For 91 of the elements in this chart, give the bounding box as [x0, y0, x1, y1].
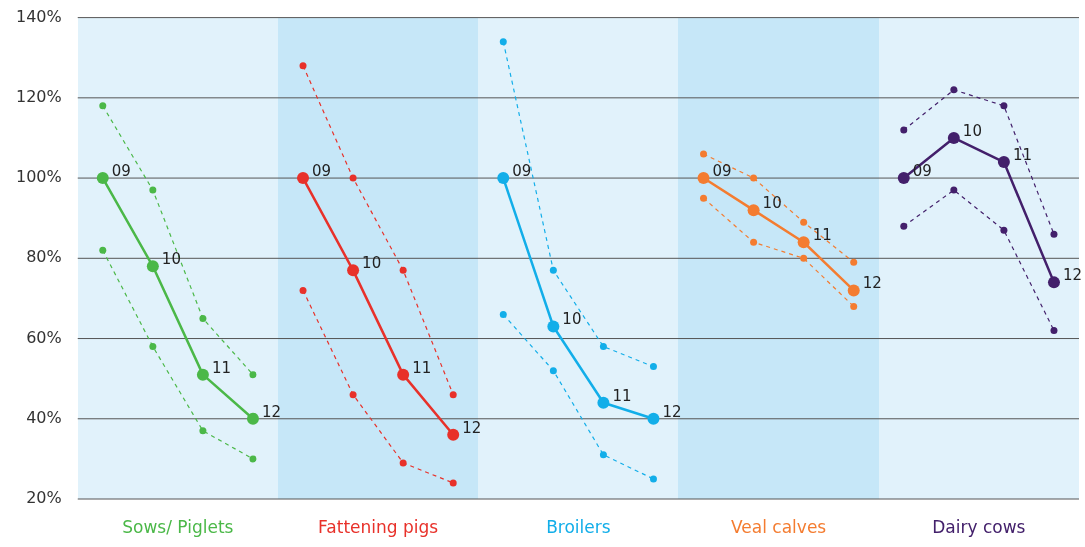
- text: Veal calves: [731, 517, 827, 538]
- point: [349, 391, 357, 399]
- point: [797, 236, 810, 249]
- point: [950, 186, 958, 194]
- point: [549, 266, 557, 274]
- x-tick-label: 12: [261, 402, 282, 421]
- x-tick-label: 10: [962, 121, 982, 140]
- y-tick-label: 120%: [15, 86, 62, 106]
- point: [99, 102, 107, 110]
- x-tick-label: 09: [712, 161, 732, 180]
- text: Fattening pigs: [318, 517, 439, 538]
- point: [700, 150, 708, 158]
- x-tick-label: 11: [812, 226, 832, 245]
- point: [700, 194, 708, 202]
- point: [900, 222, 908, 230]
- point: [647, 412, 660, 425]
- x-tick-label: 12: [1062, 266, 1083, 285]
- x-tick-label: 12: [462, 418, 482, 437]
- point: [850, 258, 858, 266]
- text: Broilers: [546, 517, 611, 538]
- x-tick-label: 11: [612, 386, 632, 405]
- x-tick-label: 10: [562, 310, 582, 329]
- point: [249, 371, 257, 379]
- point: [497, 172, 510, 185]
- point: [1000, 102, 1008, 110]
- point: [399, 266, 407, 274]
- point: [697, 172, 710, 185]
- point: [349, 174, 357, 182]
- point: [149, 343, 157, 351]
- point: [149, 186, 157, 194]
- x-tick-label: 09: [512, 161, 532, 180]
- point: [599, 343, 607, 351]
- point: [297, 172, 310, 185]
- x-tick-label: 09: [111, 161, 131, 180]
- point: [299, 62, 307, 70]
- point: [1050, 327, 1058, 335]
- point: [397, 368, 410, 381]
- point: [399, 459, 407, 467]
- point: [146, 260, 159, 273]
- point: [246, 412, 259, 425]
- x-tick-label: 11: [1012, 145, 1032, 164]
- point: [1000, 226, 1008, 234]
- y-tick-label: 20%: [26, 488, 62, 508]
- x-tick-label: 11: [211, 358, 231, 377]
- point: [897, 172, 910, 185]
- text: Sows/ Piglets: [122, 517, 234, 538]
- y-tick-label: 40%: [26, 407, 62, 427]
- point: [599, 451, 607, 459]
- point: [547, 320, 560, 333]
- point: [800, 254, 808, 262]
- point: [800, 218, 808, 226]
- point: [249, 455, 257, 463]
- y-tick-label: 100%: [15, 167, 62, 187]
- point: [1050, 230, 1058, 238]
- point: [997, 156, 1010, 169]
- point: [449, 479, 457, 487]
- x-tick-label: 10: [762, 194, 782, 213]
- x-tick-label: 10: [362, 254, 382, 273]
- point: [649, 363, 657, 371]
- point: [499, 310, 507, 318]
- point: [750, 174, 758, 182]
- point: [449, 391, 457, 399]
- point: [96, 172, 109, 185]
- y-tick-label: 80%: [26, 247, 62, 267]
- point: [649, 475, 657, 483]
- point: [947, 131, 960, 144]
- point: [747, 204, 760, 217]
- point: [196, 368, 209, 381]
- point: [549, 367, 557, 375]
- x-tick-label: 11: [412, 358, 432, 377]
- y-tick-label: 60%: [26, 327, 62, 347]
- point: [199, 427, 207, 435]
- point: [99, 246, 107, 254]
- point: [499, 38, 507, 46]
- point: [447, 428, 460, 441]
- y-tick-label: 140%: [15, 6, 62, 26]
- point: [299, 286, 307, 294]
- x-tick-label: 12: [862, 274, 882, 293]
- x-tick-label: 09: [312, 161, 332, 180]
- x-tick-label: 12: [662, 402, 682, 421]
- point: [900, 126, 908, 134]
- point: [199, 314, 207, 322]
- text: Dairy cows: [932, 517, 1026, 538]
- x-tick-label: 09: [912, 161, 932, 180]
- point: [850, 302, 858, 310]
- point: [950, 86, 958, 94]
- point: [597, 396, 610, 409]
- point: [1047, 276, 1060, 289]
- point: [847, 284, 860, 297]
- point: [750, 238, 758, 246]
- point: [347, 264, 360, 277]
